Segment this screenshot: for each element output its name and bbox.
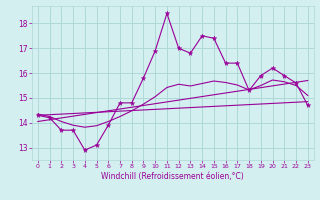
X-axis label: Windchill (Refroidissement éolien,°C): Windchill (Refroidissement éolien,°C) <box>101 172 244 181</box>
